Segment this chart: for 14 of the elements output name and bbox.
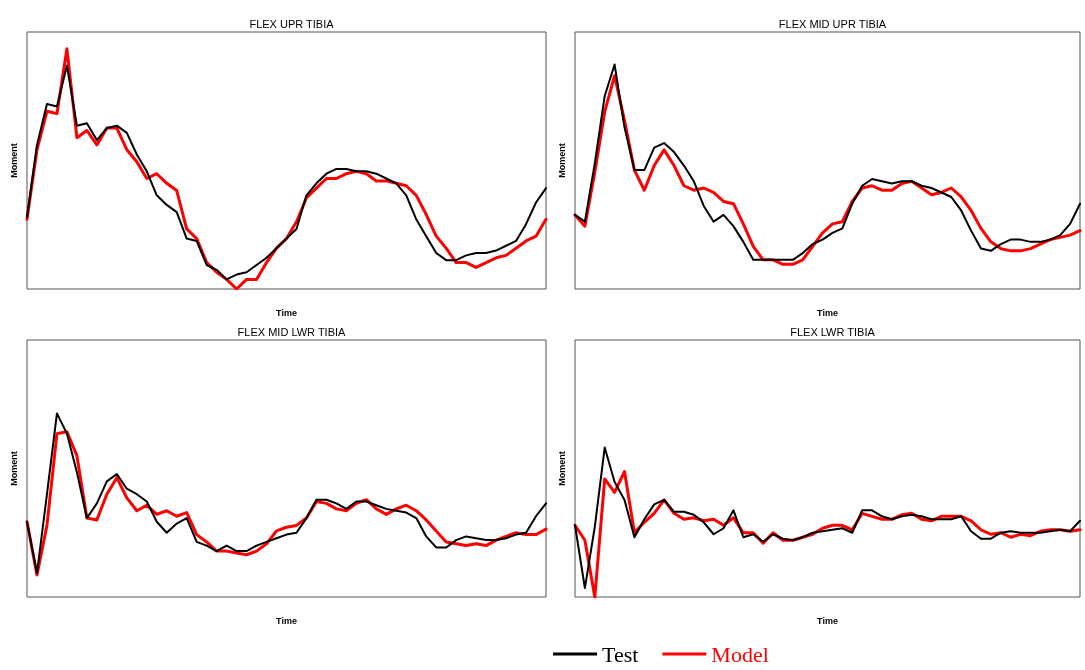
- y-axis-title: Moment: [8, 143, 19, 178]
- y-axis-title: Moment: [8, 451, 19, 486]
- legend-label: Model: [711, 641, 769, 667]
- chart-title: FLEX UPR TIBIA: [249, 17, 335, 30]
- x-axis-title: Time: [276, 615, 297, 626]
- x-axis-title: Time: [276, 307, 297, 318]
- y-axis-title: Moment: [556, 451, 567, 486]
- chart-title: FLEX MID LWR TIBIA: [237, 325, 347, 338]
- legend-label: Test: [602, 641, 639, 667]
- x-axis-title: Time: [817, 615, 838, 626]
- y-axis-title: Moment: [556, 143, 567, 178]
- x-axis-title: Time: [817, 307, 838, 318]
- chart-title: FLEX MID UPR TIBIA: [778, 17, 887, 30]
- chart-title: FLEX LWR TIBIA: [790, 325, 876, 338]
